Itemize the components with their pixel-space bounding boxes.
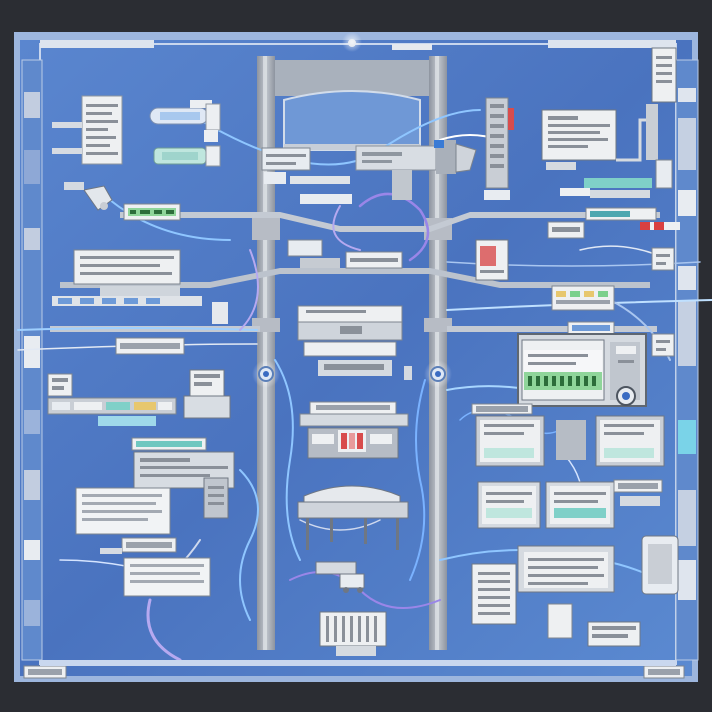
server-rack-icon <box>471 535 679 647</box>
monitor-panel <box>541 109 646 170</box>
connector-nodes <box>252 32 452 388</box>
info-sheet <box>75 487 171 535</box>
label-strip <box>115 337 185 355</box>
status-display <box>123 203 181 221</box>
bottom-rack <box>319 611 387 656</box>
top-edge-bar <box>40 40 154 48</box>
left-edge-strip <box>21 59 43 661</box>
red-marker-strip <box>547 221 680 239</box>
spines <box>252 56 452 650</box>
label-strip <box>471 403 533 415</box>
table-icon <box>297 485 409 550</box>
nozzle-icon <box>64 182 113 211</box>
readout-bar <box>47 397 177 415</box>
small-machine <box>315 561 365 593</box>
label-box <box>261 147 352 204</box>
vertical-gauge-stack <box>484 97 514 200</box>
indicator-bar <box>551 285 615 311</box>
projector-icon <box>355 140 477 200</box>
edge-tag <box>651 333 675 357</box>
lower-screens <box>477 479 663 529</box>
printer-icon <box>183 369 231 419</box>
edge-tag <box>643 665 685 679</box>
teal-readout <box>560 178 657 221</box>
top-edge-bar <box>548 40 676 48</box>
left-panels <box>23 95 235 679</box>
center-panels <box>261 147 412 656</box>
vertical-tag-panel <box>646 47 677 189</box>
tag-label <box>567 321 615 335</box>
central-arch <box>275 60 429 151</box>
main-monitor <box>517 333 647 407</box>
console-unit <box>299 401 409 459</box>
machine-unit <box>133 451 235 519</box>
spec-sheet-panel <box>81 95 123 165</box>
control-panel <box>52 249 228 324</box>
tube-module <box>149 100 221 142</box>
junction-box <box>287 239 403 269</box>
bottom-rail <box>40 660 676 666</box>
label-strip <box>100 537 177 554</box>
status-card <box>475 239 509 281</box>
stacked-unit <box>297 305 412 380</box>
monitor-pair <box>475 415 665 467</box>
tube-module <box>153 145 221 167</box>
top-label-chip <box>392 44 432 50</box>
edge-tag <box>651 247 675 271</box>
right-panels <box>471 47 685 679</box>
right-edge-strip <box>675 59 699 661</box>
small-gauge <box>47 373 73 397</box>
edge-tag <box>23 665 67 679</box>
cyan-display <box>98 416 207 451</box>
info-sheet <box>123 557 211 597</box>
